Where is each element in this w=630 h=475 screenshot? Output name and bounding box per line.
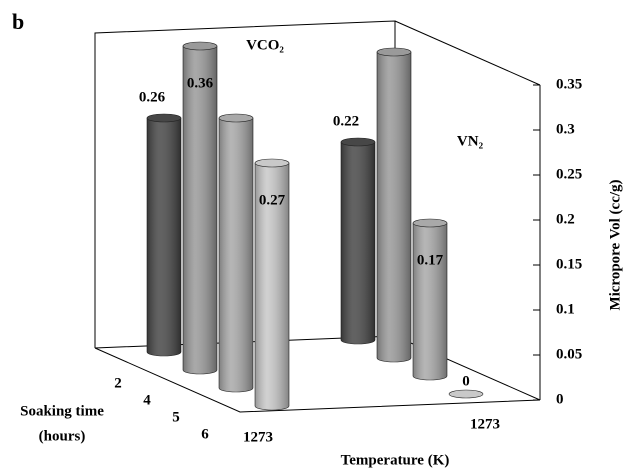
y-tick-label: 0.05 (556, 346, 582, 362)
cylinder-shade (147, 118, 181, 356)
y-tick-label: 0 (556, 391, 564, 407)
cylinder-shade (341, 142, 375, 344)
cylinder-top (448, 389, 484, 399)
y-tick-label: 0.3 (556, 121, 575, 137)
cylinder-top (182, 41, 218, 51)
cylinder-shade (377, 52, 411, 362)
floor-front (94, 347, 541, 413)
value-label: 0.36 (187, 75, 214, 91)
group-label: VN₂ (457, 133, 484, 149)
cylinder-shade (413, 223, 447, 380)
cylinder-top (254, 158, 290, 168)
value-label: 0.17 (417, 252, 444, 268)
x-axis-title: Temperature (K) (341, 452, 450, 468)
depth-tick-label: 5 (172, 409, 180, 425)
y-axis-title: Micropore Vol (cc/g) (607, 179, 623, 310)
cylinder-top (218, 113, 254, 123)
value-label: 0 (462, 373, 470, 389)
y-tick-label: 0.2 (556, 211, 575, 227)
value-label: 0.26 (139, 89, 166, 105)
depth-axis-title: Soaking time (20, 403, 104, 419)
depth-tick-label: 2 (114, 375, 122, 391)
depth-tick-label: 6 (201, 426, 209, 442)
panel-label: b (12, 9, 24, 34)
group-label: VCO₂ (246, 37, 284, 53)
depth-axis-title: (hours) (39, 428, 86, 444)
cylinder-shade (255, 163, 289, 410)
x-tick-label: 1273 (470, 416, 500, 432)
value-label: 0.27 (259, 192, 286, 208)
x-tick-label: 1273 (243, 429, 273, 445)
y-tick-label: 0.35 (556, 76, 582, 92)
cylinder-top (146, 113, 182, 123)
depth-tick-label: 4 (143, 392, 151, 408)
cylinder-top (412, 218, 448, 228)
side-wall-top (394, 20, 541, 86)
y-tick-label: 0.1 (556, 301, 575, 317)
y-tick-label: 0.15 (556, 256, 582, 272)
y-tick-label: 0.25 (556, 166, 582, 182)
cylinder-shade (219, 118, 253, 392)
cylinder-shade (183, 46, 217, 374)
value-label: 0.22 (333, 113, 359, 129)
cylinder-top (376, 47, 412, 57)
cylinder-top (340, 137, 376, 147)
